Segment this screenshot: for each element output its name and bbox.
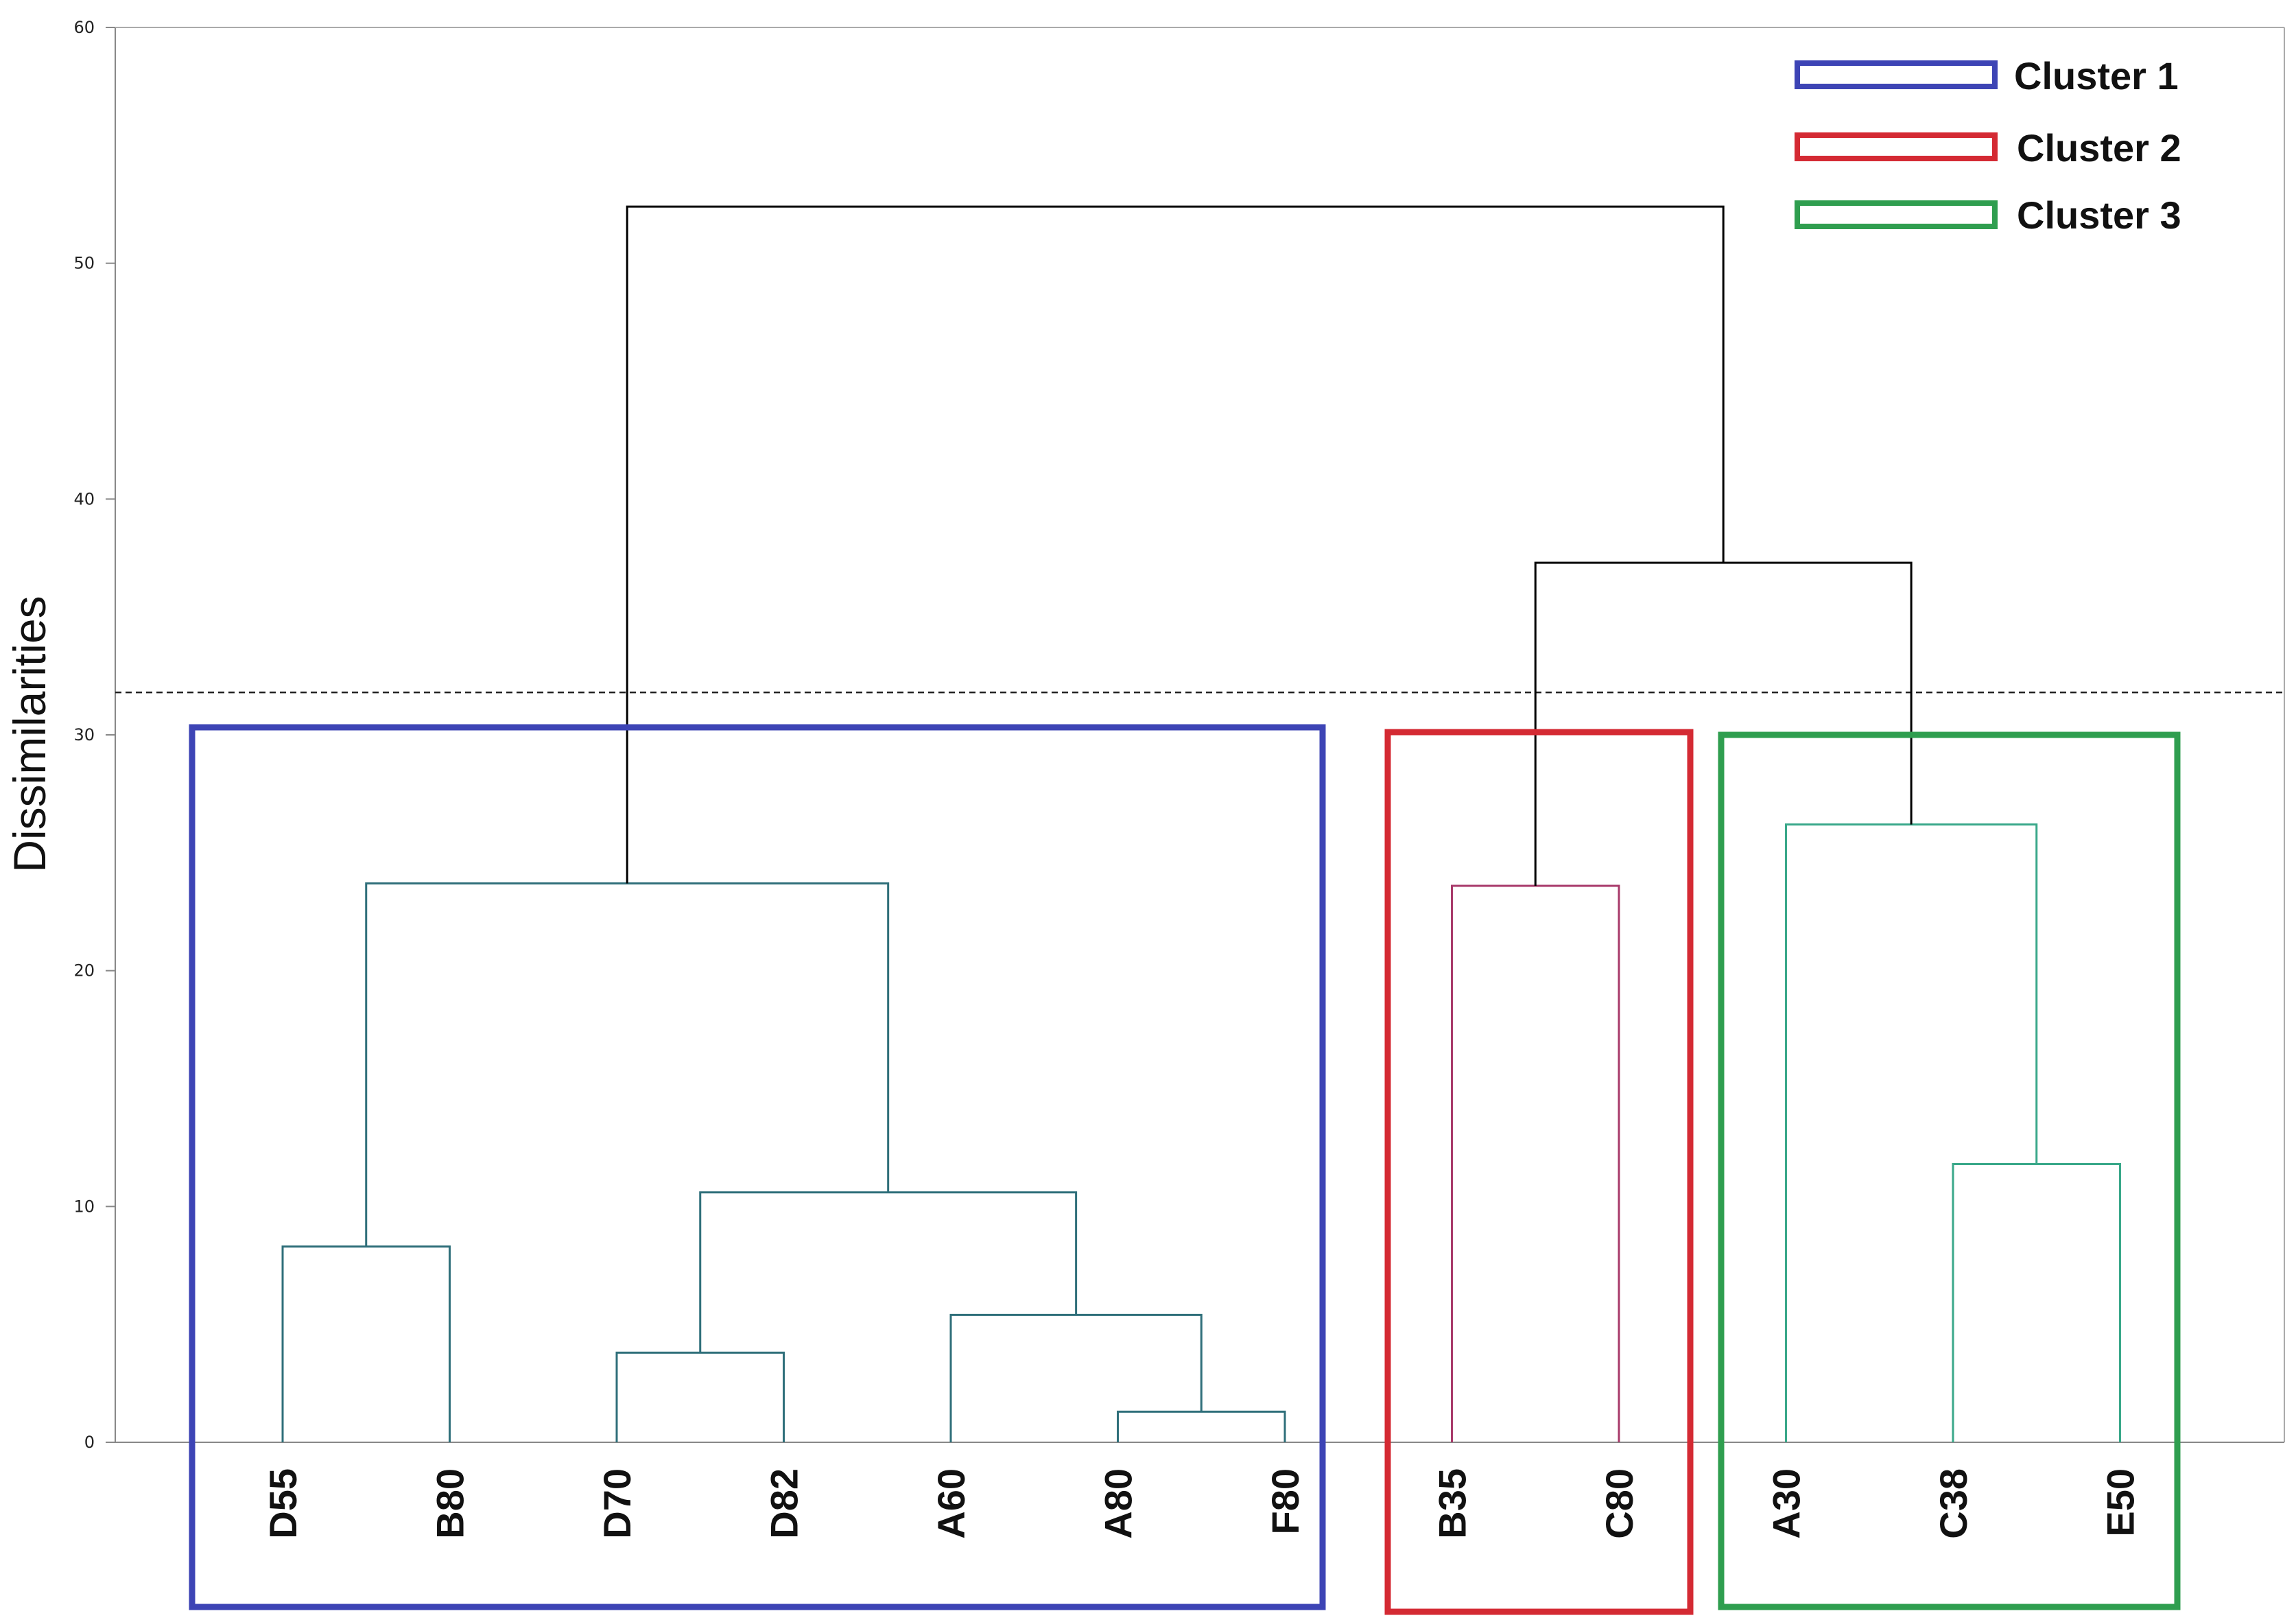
dendrogram-link-m3 xyxy=(949,1313,1203,1442)
y-tick-label-50: 50 xyxy=(73,254,95,273)
leaf-label-E50: E50 xyxy=(2099,1468,2142,1537)
legend-swatch-cluster-1 xyxy=(1795,60,1998,89)
leaf-label-B35: B35 xyxy=(1431,1468,1474,1539)
y-tick-label-30: 30 xyxy=(73,725,95,744)
leaf-label-C38: C38 xyxy=(1932,1468,1975,1539)
y-tick-label-60: 60 xyxy=(73,18,95,37)
legend-swatch-cluster-3 xyxy=(1795,200,1998,229)
legend: Cluster 1 Cluster 2 Cluster 3 xyxy=(1795,54,2181,237)
leaf-label-D55: D55 xyxy=(261,1468,305,1539)
dendrogram-branches xyxy=(281,205,2121,1442)
leaf-label-B80: B80 xyxy=(429,1468,472,1539)
dendrogram-link-m1 xyxy=(1117,1410,1286,1442)
dendrogram-link-m11 xyxy=(626,205,1725,884)
leaf-label-D82: D82 xyxy=(763,1468,806,1539)
cluster-box-2 xyxy=(1384,729,1694,1615)
cluster-boxes xyxy=(189,724,2181,1615)
leaf-label-A30: A30 xyxy=(1765,1468,1808,1539)
leaf-label-A60: A60 xyxy=(930,1468,973,1539)
dendrogram-link-m4 xyxy=(281,1245,451,1442)
y-tick-label-10: 10 xyxy=(73,1197,95,1216)
leaf-label-C80: C80 xyxy=(1598,1468,1641,1539)
y-axis-label: Dissimilarities xyxy=(4,596,55,872)
y-tick-label-20: 20 xyxy=(73,961,95,981)
legend-label-cluster-3: Cluster 3 xyxy=(2017,193,2181,237)
leaf-label-F80: F80 xyxy=(1264,1468,1307,1535)
dendrogram-link-m5 xyxy=(699,1191,1078,1353)
legend-swatch-cluster-2 xyxy=(1795,132,1998,161)
legend-label-cluster-1: Cluster 1 xyxy=(2014,54,2179,97)
axes: 0 10 20 30 40 50 60 xyxy=(73,18,2285,1452)
dendrogram-link-m6 xyxy=(1952,1162,2121,1442)
cluster-box-1 xyxy=(189,724,1326,1610)
dendrogram-link-m2 xyxy=(615,1351,785,1442)
legend-label-cluster-2: Cluster 2 xyxy=(2017,126,2181,169)
dendrogram-link-m9 xyxy=(1785,823,2038,1442)
leaf-labels: D55 B80 D70 D82 A60 A80 F80 B35 C80 A30 C38 E50 xyxy=(261,1468,2142,1539)
leaf-label-D70: D70 xyxy=(595,1468,639,1539)
y-tick-label-0: 0 xyxy=(84,1433,95,1452)
y-tick-label-40: 40 xyxy=(73,489,95,508)
cluster-box-3 xyxy=(1718,731,2181,1610)
leaf-label-A80: A80 xyxy=(1097,1468,1140,1539)
dendrogram-link-m7 xyxy=(1451,884,1620,1442)
